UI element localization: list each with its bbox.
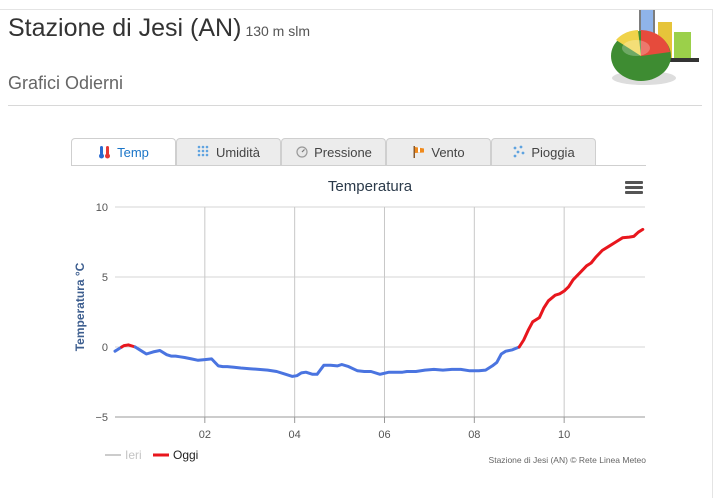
rain-drops-icon bbox=[513, 145, 525, 158]
series-oggi-line[interactable] bbox=[517, 227, 645, 349]
x-tick-label: 10 bbox=[558, 429, 570, 441]
section-title: Grafici Odierni bbox=[8, 73, 124, 93]
tab-vento-label: Vento bbox=[431, 144, 465, 160]
legend-oggi-label[interactable]: Oggi bbox=[173, 448, 198, 462]
page-title: Stazione di Jesi (AN) 130 m slm bbox=[8, 14, 310, 43]
y-tick-label: 5 bbox=[102, 272, 108, 284]
chart-title: Temperatura bbox=[328, 178, 413, 195]
chart-menu-button[interactable] bbox=[625, 181, 643, 197]
series-oggi-line[interactable] bbox=[120, 343, 137, 349]
tab-pressione[interactable]: Pressione bbox=[281, 138, 386, 165]
top-border bbox=[0, 9, 713, 10]
chart-credits: Stazione di Jesi (AN) © Rete Linea Meteo bbox=[489, 455, 647, 465]
y-tick-label: 10 bbox=[96, 202, 108, 214]
y-tick-label: 0 bbox=[102, 342, 108, 354]
x-tick-label: 06 bbox=[378, 429, 390, 441]
temperature-chart: Temperatura −5 0 5 10 02 04 06 08 10 Temperatura °… bbox=[73, 178, 647, 465]
charts-logo-icon bbox=[611, 10, 699, 85]
wind-flag-icon bbox=[413, 146, 425, 158]
tab-pioggia[interactable]: Pioggia bbox=[491, 138, 596, 165]
series-oggi-line[interactable] bbox=[133, 345, 521, 378]
tab-temp[interactable]: Temp bbox=[71, 138, 176, 165]
humidity-icon bbox=[197, 145, 209, 157]
tab-pressione-label: Pressione bbox=[314, 144, 372, 160]
x-tick-label: 04 bbox=[289, 429, 301, 441]
station-altitude: 130 m slm bbox=[245, 23, 311, 39]
y-tick-label: −5 bbox=[95, 412, 108, 424]
tab-pioggia-label: Pioggia bbox=[531, 144, 575, 160]
thermometer-icon bbox=[99, 146, 111, 159]
tabs-baseline bbox=[71, 165, 646, 166]
tab-vento[interactable]: Vento bbox=[386, 138, 491, 165]
right-border bbox=[712, 9, 713, 498]
tab-umidita-label: Umidità bbox=[215, 144, 261, 160]
pressure-gauge-icon bbox=[296, 146, 308, 158]
x-tick-label: 08 bbox=[468, 429, 480, 441]
legend-ieri-label[interactable]: Ieri bbox=[125, 448, 142, 462]
y-axis-label: Temperatura °C bbox=[73, 262, 87, 351]
station-name: Stazione di Jesi (AN) bbox=[8, 14, 242, 42]
tab-umidita[interactable]: Umidità bbox=[176, 138, 281, 165]
x-tick-label: 02 bbox=[199, 429, 211, 441]
tab-temp-label: Temp bbox=[117, 144, 149, 160]
header-divider bbox=[8, 105, 702, 106]
